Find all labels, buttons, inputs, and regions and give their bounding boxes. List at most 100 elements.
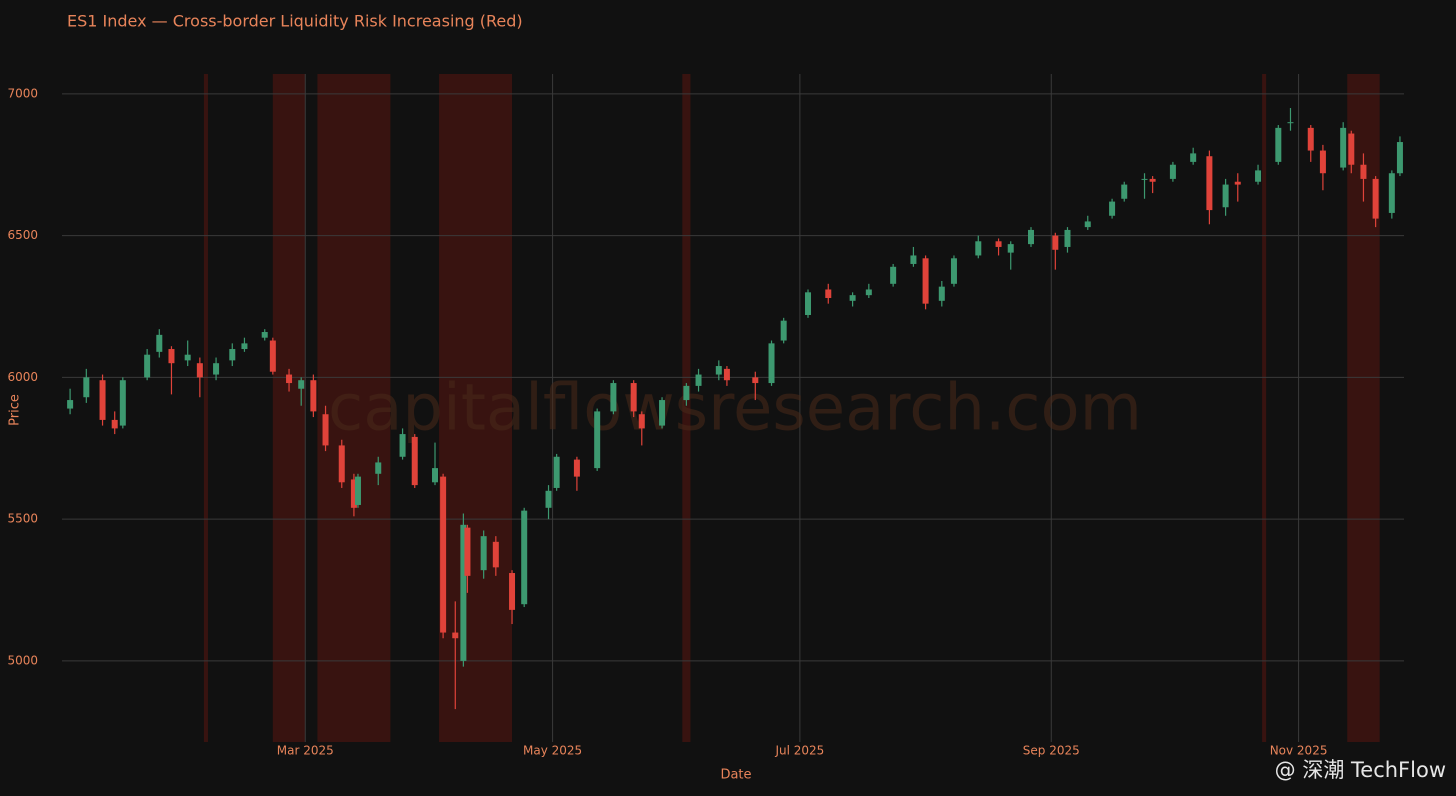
- candle-body: [432, 468, 439, 483]
- candle-body: [1255, 170, 1262, 182]
- candle-body: [922, 258, 929, 304]
- candle-body: [286, 374, 293, 384]
- candle-body: [1360, 164, 1367, 179]
- candle-body: [1275, 127, 1282, 162]
- candle-body: [196, 363, 203, 378]
- candle-body: [1388, 173, 1395, 213]
- y-axis-label: Price: [8, 394, 23, 426]
- candle-body: [156, 334, 163, 352]
- candle-body: [938, 286, 945, 301]
- candle-body: [594, 411, 601, 469]
- candle-body: [350, 479, 357, 508]
- candle-body: [184, 354, 191, 361]
- candle-body: [492, 541, 499, 568]
- candle-body: [910, 255, 917, 264]
- candle-body: [825, 289, 832, 298]
- candle-body: [480, 536, 487, 571]
- candle-body: [630, 383, 637, 412]
- candle-body: [99, 380, 106, 420]
- candle-body: [111, 419, 118, 429]
- candle-body: [261, 332, 268, 338]
- candle-body: [768, 343, 775, 384]
- candle-body: [1084, 221, 1091, 228]
- candle-body: [229, 349, 236, 361]
- candle-body: [1169, 164, 1176, 179]
- candle-body: [1007, 244, 1014, 253]
- candle-body: [83, 377, 90, 398]
- risk-shade: [1262, 74, 1267, 742]
- x-tick-label: May 2025: [523, 744, 582, 758]
- plot-area: 5000 5500 6000 6500 7000 Mar 2025 May 2025 Jul …: [7, 74, 1404, 758]
- candle-body: [338, 445, 345, 483]
- candle-body: [213, 363, 220, 375]
- candle-body: [411, 436, 418, 486]
- candle-body: [452, 632, 459, 639]
- candle-body: [509, 573, 516, 610]
- y-tick-label: 6000: [7, 370, 38, 384]
- x-tick-label: Nov 2025: [1270, 744, 1328, 758]
- candle-body: [1319, 150, 1326, 174]
- risk-shade: [317, 74, 391, 742]
- candle-body: [460, 524, 467, 661]
- x-tick-label: Sep 2025: [1023, 744, 1080, 758]
- y-tick-label: 6500: [7, 228, 38, 242]
- candle-body: [849, 295, 856, 301]
- candle-body: [1190, 153, 1197, 162]
- candle-body: [1396, 142, 1403, 174]
- watermark: capitalflowsresearch.com: [328, 372, 1142, 446]
- candle-body: [269, 340, 276, 372]
- candle-body: [950, 258, 957, 284]
- badge: @ 深潮 TechFlow: [1275, 758, 1446, 782]
- candle-body: [168, 349, 175, 364]
- candle-body: [1027, 229, 1034, 245]
- candle-body: [310, 380, 317, 412]
- x-axis-label: Date: [720, 768, 751, 783]
- risk-shade: [203, 74, 208, 742]
- candle-body: [752, 377, 759, 384]
- risk-shade: [272, 74, 306, 742]
- candle-body: [715, 366, 722, 375]
- candle-body: [1372, 178, 1379, 219]
- y-tick-label: 5500: [7, 512, 38, 526]
- candle-body: [553, 456, 560, 488]
- candle-body: [995, 241, 1002, 247]
- candle-body: [119, 380, 126, 426]
- candle-body: [1149, 178, 1156, 182]
- candle-body: [780, 320, 787, 341]
- candle-body: [890, 266, 897, 284]
- candle-body: [440, 476, 447, 633]
- candle-body: [464, 527, 471, 576]
- candle-body: [1121, 184, 1128, 199]
- candle-body: [723, 368, 730, 381]
- candle-body: [1307, 127, 1314, 151]
- candle-body: [1064, 229, 1071, 247]
- candle-body: [1052, 235, 1059, 250]
- candle-body: [638, 414, 645, 429]
- risk-shade: [682, 74, 691, 742]
- candle-body: [659, 400, 666, 426]
- candle-body: [322, 414, 329, 446]
- candle-body: [1340, 127, 1347, 168]
- candle-body: [805, 292, 812, 316]
- candle-body: [1206, 156, 1213, 211]
- candle-body: [399, 434, 406, 457]
- risk-shade: [439, 74, 513, 742]
- x-tick-label: Mar 2025: [277, 744, 334, 758]
- y-tick-label: 7000: [7, 86, 38, 100]
- candle-body: [375, 462, 382, 474]
- candle-body: [241, 343, 248, 350]
- candle-body: [975, 241, 982, 256]
- candle-body: [1109, 201, 1116, 216]
- candle-body: [67, 400, 74, 409]
- chart-title: ES1 Index — Cross-border Liquidity Risk …: [67, 12, 523, 31]
- candle-body: [865, 289, 872, 296]
- candle-body: [610, 383, 617, 412]
- candle-body: [1348, 133, 1355, 165]
- candle-body: [1287, 122, 1294, 124]
- candle-body: [1234, 181, 1241, 185]
- x-tick-label: Jul 2025: [774, 744, 824, 758]
- candle-body: [521, 510, 528, 605]
- candle-body: [298, 380, 305, 389]
